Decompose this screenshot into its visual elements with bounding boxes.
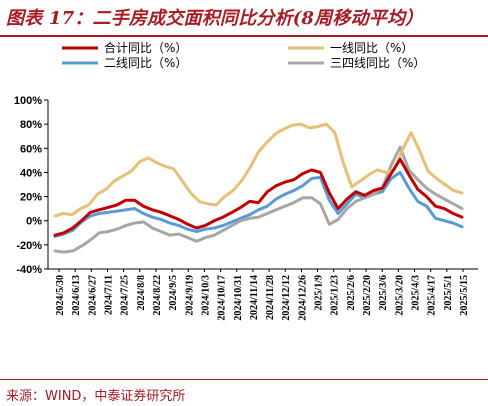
x-tick-label: 2025/5/15 — [459, 275, 470, 316]
series-line-0 — [53, 157, 464, 237]
x-tick-label: 2024/10/17 — [217, 275, 228, 321]
source-note: 来源：WIND，中泰证券研究所 — [6, 389, 186, 404]
y-tick-label: 40% — [20, 167, 42, 179]
y-tick-label: 80% — [20, 119, 42, 131]
x-tick-label: 2024/7/25 — [120, 275, 131, 316]
chart-lines — [53, 122, 464, 254]
x-tick-label: 2025/4/3 — [411, 275, 422, 311]
y-tick-label: -20% — [16, 240, 42, 252]
x-tick-label: 2025/1/9 — [314, 275, 325, 311]
line-chart: 合计同比（%） 一线同比（%） 二线同比（%） 三四线同比（%） -40% -20% 0%… — [14, 40, 478, 321]
x-tick-label: 2024/9/19 — [184, 275, 195, 316]
x-tick-label: 2024/5/30 — [55, 275, 66, 316]
x-tick-label: 2024/8/22 — [152, 275, 163, 316]
x-tick-label: 2024/10/31 — [233, 275, 244, 321]
series-line-3 — [53, 145, 464, 254]
x-tick-label: 2024/7/11 — [103, 275, 114, 315]
x-tick-label: 2025/3/20 — [394, 275, 405, 316]
x-tick-label: 2024/12/12 — [281, 275, 292, 321]
y-tick-label: 0% — [26, 216, 42, 228]
y-tick-label: 20% — [20, 192, 42, 204]
chart-axes: -40% -20% 0% 20% 40% 60% 80% 100% 2024/5/30 2024/… — [14, 95, 478, 321]
x-tick-label: 2025/2/6 — [346, 275, 357, 311]
x-tick-label: 2024/8/8 — [136, 275, 147, 311]
x-tick-label: 2024/6/13 — [71, 275, 82, 316]
chart-legend: 合计同比（%） 一线同比（%） 二线同比（%） 三四线同比（%） — [62, 40, 425, 70]
series-line-2 — [53, 170, 464, 238]
x-tick-label: 2024/11/28 — [265, 275, 276, 320]
legend-label-1: 一线同比（%） — [330, 41, 413, 55]
y-tick-label: -40% — [16, 264, 42, 276]
x-tick-label: 2024/10/3 — [200, 275, 211, 316]
x-tick-label: 2025/5/1 — [443, 275, 454, 311]
legend-label-0: 合计同比（%） — [104, 40, 187, 55]
y-tick-label: 60% — [20, 143, 42, 155]
source-rule — [0, 379, 488, 380]
legend-label-2: 二线同比（%） — [104, 56, 187, 70]
x-tick-label: 2025/4/17 — [427, 275, 438, 316]
x-tick-label: 2024/12/26 — [297, 275, 308, 321]
figure-title: 图表 17：二手房成交面积同比分析(8周移动平均） — [6, 8, 424, 29]
y-tick-label: 100% — [14, 95, 42, 107]
x-tick-label: 2024/11/14 — [249, 275, 260, 320]
x-tick-label: 2025/3/6 — [378, 275, 389, 311]
x-tick-label: 2025/1/23 — [330, 275, 341, 316]
legend-label-3: 三四线同比（%） — [330, 56, 425, 70]
x-tick-label: 2025/2/20 — [362, 275, 373, 316]
x-tick-label: 2024/6/27 — [87, 275, 98, 316]
title-rule — [0, 35, 488, 37]
x-tick-label: 2024/9/5 — [168, 275, 179, 311]
